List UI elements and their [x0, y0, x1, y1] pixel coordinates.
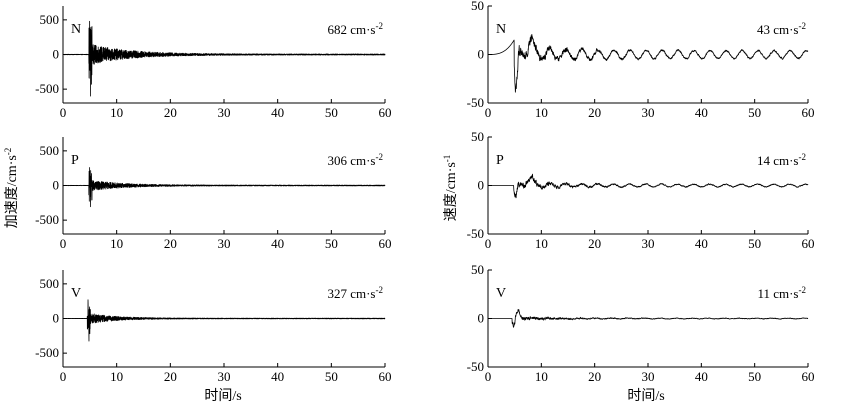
peak-value-label: 327 cm·s-2: [327, 285, 383, 301]
y-tick-label: -50: [467, 226, 484, 241]
trace-acc-v: [62, 299, 386, 342]
x-tick-label: 60: [379, 369, 392, 384]
y-tick-label: 50: [471, 0, 484, 13]
y-tick-label: 500: [40, 143, 60, 158]
component-label: V: [71, 286, 81, 301]
component-label: V: [496, 286, 506, 301]
y-tick-label: 500: [40, 12, 60, 27]
x-tick-label: 0: [485, 236, 492, 251]
x-tick-label: 20: [164, 105, 177, 120]
x-tick-label: 40: [695, 105, 708, 120]
y-tick-label: 50: [471, 262, 484, 277]
x-tick-label: 10: [535, 105, 548, 120]
trace-vel-p: [487, 173, 809, 199]
y-tick-label: 0: [53, 47, 60, 62]
acc-x-axis-title: 时间/s: [204, 388, 241, 404]
peak-value-label: 682 cm·s-2: [327, 21, 383, 37]
component-label: P: [71, 153, 79, 168]
x-tick-label: 0: [60, 369, 67, 384]
x-tick-label: 60: [802, 369, 815, 384]
x-tick-label: 50: [325, 236, 338, 251]
y-tick-label: 500: [40, 276, 60, 291]
y-tick-label: 50: [471, 129, 484, 144]
y-tick-label: -500: [35, 345, 59, 360]
x-tick-label: 30: [218, 369, 231, 384]
x-tick-label: 40: [695, 236, 708, 251]
x-tick-label: 40: [271, 236, 284, 251]
x-tick-label: 50: [748, 369, 761, 384]
x-tick-label: 50: [325, 105, 338, 120]
x-tick-label: 30: [642, 369, 655, 384]
x-tick-label: 40: [271, 105, 284, 120]
x-tick-label: 50: [748, 105, 761, 120]
trace-vel-v: [487, 308, 809, 328]
y-tick-label: -500: [35, 212, 59, 227]
x-tick-label: 50: [325, 369, 338, 384]
y-tick-label: 0: [478, 311, 485, 326]
x-tick-label: 30: [642, 105, 655, 120]
x-tick-label: 30: [642, 236, 655, 251]
x-tick-label: 20: [588, 105, 601, 120]
x-tick-label: 60: [379, 105, 392, 120]
x-tick-label: 10: [110, 105, 123, 120]
x-tick-label: 0: [485, 105, 492, 120]
trace-vel-n: [487, 33, 809, 93]
peak-value-label: 14 cm·s-2: [757, 152, 806, 168]
y-tick-label: -50: [467, 359, 484, 374]
component-label: P: [496, 153, 504, 168]
y-tick-label: -500: [35, 81, 59, 96]
x-tick-label: 20: [164, 369, 177, 384]
x-tick-label: 0: [60, 236, 67, 251]
peak-value-label: 11 cm·s-2: [757, 285, 806, 301]
acc-y-axis-title: 加速度/cm·s-2: [3, 148, 20, 229]
x-tick-label: 20: [588, 236, 601, 251]
x-tick-label: 30: [218, 236, 231, 251]
vel-y-axis-title: 速度/cm·s-1: [442, 155, 459, 222]
y-tick-label: -50: [467, 95, 484, 110]
x-tick-label: 0: [485, 369, 492, 384]
y-tick-label: 0: [53, 311, 60, 326]
vel-x-axis-title: 时间/s: [627, 388, 664, 404]
peak-value-label: 306 cm·s-2: [327, 152, 383, 168]
x-tick-label: 10: [535, 369, 548, 384]
x-tick-label: 10: [110, 236, 123, 251]
y-tick-label: 0: [478, 178, 485, 193]
x-tick-label: 10: [110, 369, 123, 384]
x-tick-label: 60: [379, 236, 392, 251]
x-tick-label: 20: [588, 369, 601, 384]
component-label: N: [496, 22, 506, 37]
x-tick-label: 40: [271, 369, 284, 384]
peak-value-label: 43 cm·s-2: [757, 21, 806, 37]
trace-acc-p: [62, 167, 386, 208]
x-tick-label: 40: [695, 369, 708, 384]
x-tick-label: 50: [748, 236, 761, 251]
x-tick-label: 10: [535, 236, 548, 251]
x-tick-label: 60: [802, 105, 815, 120]
component-label: N: [71, 22, 81, 37]
y-tick-label: 0: [53, 178, 60, 193]
x-tick-label: 60: [802, 236, 815, 251]
y-tick-label: 0: [478, 47, 485, 62]
trace-acc-n: [62, 20, 386, 97]
x-tick-label: 0: [60, 105, 67, 120]
x-tick-label: 20: [164, 236, 177, 251]
x-tick-label: 30: [218, 105, 231, 120]
